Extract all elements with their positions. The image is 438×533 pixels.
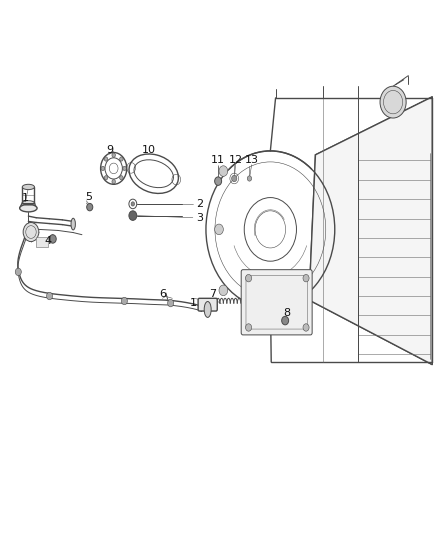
Text: 1: 1 xyxy=(22,192,29,203)
Text: 5: 5 xyxy=(85,191,92,201)
Circle shape xyxy=(15,268,21,276)
Circle shape xyxy=(120,176,123,180)
Circle shape xyxy=(219,285,228,296)
FancyBboxPatch shape xyxy=(241,270,312,335)
Circle shape xyxy=(120,157,123,161)
Circle shape xyxy=(247,176,252,181)
Circle shape xyxy=(104,157,108,161)
FancyBboxPatch shape xyxy=(246,276,307,329)
Circle shape xyxy=(282,317,289,325)
Text: 12: 12 xyxy=(229,156,243,165)
Circle shape xyxy=(215,224,223,235)
Text: 8: 8 xyxy=(283,308,290,318)
Circle shape xyxy=(131,202,134,206)
FancyBboxPatch shape xyxy=(198,298,217,311)
Circle shape xyxy=(23,222,39,241)
Polygon shape xyxy=(309,97,432,365)
Circle shape xyxy=(49,235,56,243)
Circle shape xyxy=(104,176,108,180)
Circle shape xyxy=(101,166,105,171)
FancyBboxPatch shape xyxy=(36,237,47,247)
Ellipse shape xyxy=(22,184,35,190)
Circle shape xyxy=(303,274,309,282)
Text: 11: 11 xyxy=(211,156,225,165)
Ellipse shape xyxy=(204,302,211,317)
Circle shape xyxy=(215,177,222,185)
Circle shape xyxy=(246,274,252,282)
Circle shape xyxy=(112,153,116,157)
Circle shape xyxy=(121,297,127,305)
Ellipse shape xyxy=(20,205,37,212)
Text: 2: 2 xyxy=(196,199,203,209)
Circle shape xyxy=(46,292,53,300)
Circle shape xyxy=(246,324,252,331)
Text: 7: 7 xyxy=(209,289,216,299)
Text: 3: 3 xyxy=(196,213,203,223)
Circle shape xyxy=(380,86,406,118)
Circle shape xyxy=(129,211,137,220)
Text: 10: 10 xyxy=(141,145,155,155)
Text: 4: 4 xyxy=(45,236,52,246)
Text: 13: 13 xyxy=(245,156,259,165)
Circle shape xyxy=(303,324,309,331)
Circle shape xyxy=(123,166,126,171)
Circle shape xyxy=(87,204,93,211)
Text: 1: 1 xyxy=(189,297,196,308)
Circle shape xyxy=(112,180,116,184)
Text: 9: 9 xyxy=(106,145,113,155)
Ellipse shape xyxy=(71,218,75,230)
Circle shape xyxy=(232,175,237,182)
Text: 6: 6 xyxy=(159,289,166,299)
Circle shape xyxy=(219,166,228,176)
Circle shape xyxy=(168,300,174,307)
